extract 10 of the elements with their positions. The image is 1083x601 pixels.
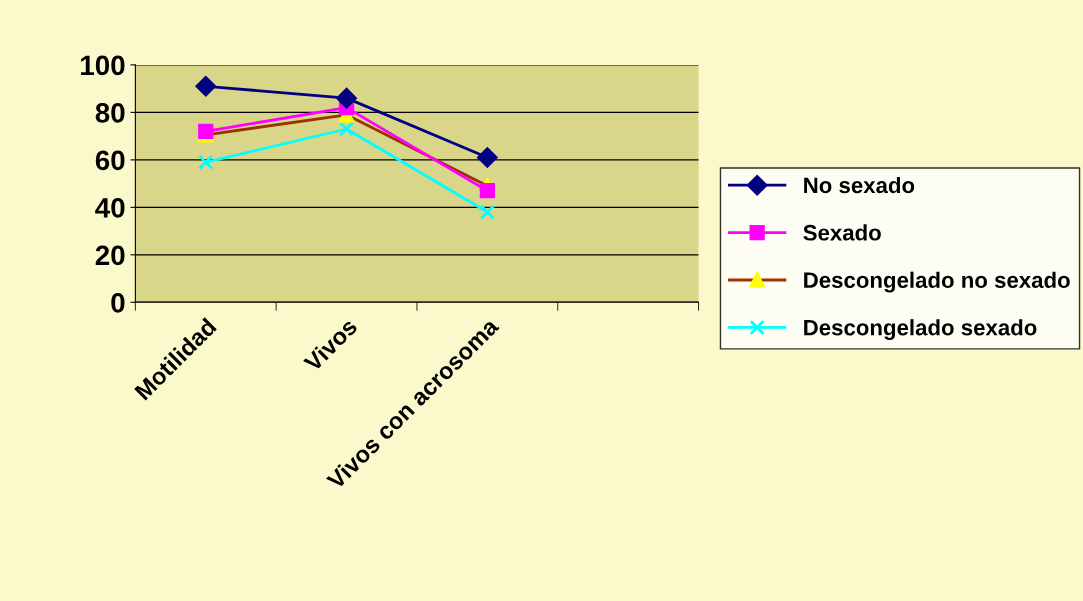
y-tick-label: 40 bbox=[95, 198, 125, 218]
y-tick-label: 100 bbox=[81, 55, 125, 76]
legend-label: Descongelado sexado bbox=[804, 319, 1037, 340]
y-tick-label: 60 bbox=[95, 150, 125, 171]
y-tick-label: 80 bbox=[95, 103, 125, 123]
legend-label: No sexado bbox=[804, 176, 915, 194]
y-tick-label: 0 bbox=[111, 292, 125, 313]
legend-label: Sexado bbox=[803, 224, 881, 241]
y-tick-label: 20 bbox=[95, 245, 125, 266]
legend-label: Descongelado no sexado bbox=[804, 271, 1070, 293]
